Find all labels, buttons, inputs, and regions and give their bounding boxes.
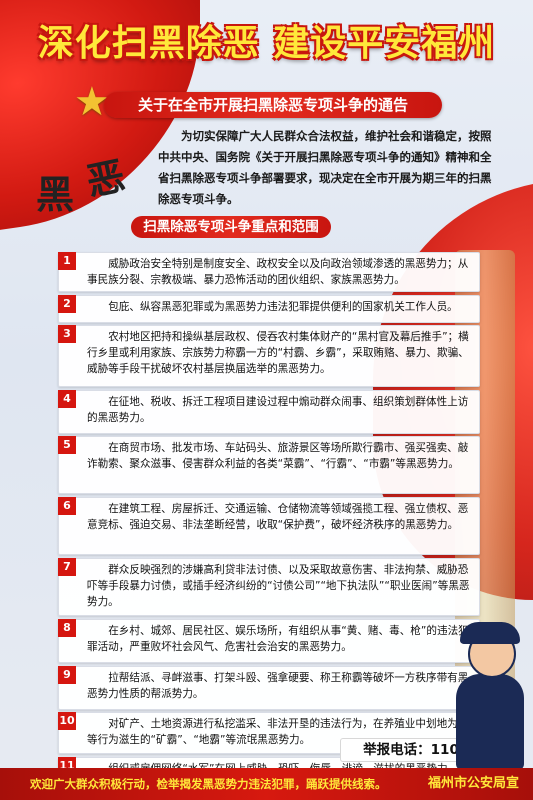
list-item: 8 在乡村、城郊、居民社区、娱乐场所，有组织从事“黄、赌、毒、枪”的违法犯罪活动… — [58, 619, 480, 663]
list-item: 2 包庇、纵容黑恶犯罪或为黑恶势力违法犯罪提供便利的国家机关工作人员。 — [58, 295, 480, 323]
item-text: 在乡村、城郊、居民社区、娱乐场所，有组织从事“黄、赌、毒、枪”的违法犯罪活动，严… — [87, 625, 469, 653]
item-number: 3 — [58, 325, 76, 343]
item-number: 9 — [58, 666, 76, 684]
item-text: 群众反映强烈的涉嫌高利贷非法讨债、以及采取故意伤害、非法拘禁、威胁恐吓等手段暴力… — [87, 564, 470, 608]
item-number: 10 — [58, 712, 76, 730]
footer-banner: 欢迎广大群众积极行动，检举揭发黑恶势力违法犯罪，踊跃提供线索。 福州市公安局宣 — [0, 768, 533, 800]
notice-title: 关于在全市开展扫黑除恶专项斗争的通告 — [104, 92, 442, 118]
item-number: 1 — [58, 252, 76, 270]
police-officer-illustration — [448, 622, 528, 770]
item-text: 在征地、税收、拆迁工程项目建设过程中煽动群众闹事、组织策划群体性上访的黑恶势力。 — [87, 396, 469, 424]
item-number: 5 — [58, 436, 76, 454]
figure-char-hei: 黑 — [36, 172, 75, 217]
intro-paragraph: 为切实保障广大人民群众合法权益，维护社会和谐稳定，按照中共中央、国务院《关于开展… — [158, 129, 492, 206]
police-body — [456, 674, 524, 770]
section-title: 扫黑除恶专项斗争重点和范围 — [131, 216, 331, 238]
list-item: 6 在建筑工程、房屋拆迁、交通运输、仓储物流等领域强揽工程、强立债权、恶意竞标、… — [58, 497, 480, 555]
star-icon: ★ — [74, 79, 110, 125]
police-arrest-illustration: 黑 恶 — [22, 122, 142, 240]
main-title: 深化扫黑除恶 建设平安福州 — [37, 23, 496, 64]
list-item: 9 拉帮结派、寻衅滋事、打架斗殴、强拿硬要、称王称霸等破坏一方秩序带有黑恶势力性… — [58, 666, 480, 710]
item-text: 威胁政治安全特别是制度安全、政权安全以及向政治领域渗透的黑恶势力；从事民族分裂、… — [87, 258, 469, 286]
item-number: 2 — [58, 295, 76, 313]
item-number: 7 — [58, 558, 76, 576]
footer-issuer: 福州市公安局宣 — [427, 776, 519, 791]
item-text: 对矿产、土地资源进行私挖滥采、非法开垦的违法行为，在养殖业中划地为界等行为滋生的… — [87, 718, 469, 746]
list-item: 1 威胁政治安全特别是制度安全、政权安全以及向政治领域渗透的黑恶势力；从事民族分… — [58, 252, 480, 292]
list-item: 5 在商贸市场、批发市场、车站码头、旅游景区等场所欺行霸市、强买强卖、敲诈勒索、… — [58, 436, 480, 494]
footer-slogan: 欢迎广大群众积极行动，检举揭发黑恶势力违法犯罪，踊跃提供线索。 — [30, 777, 387, 791]
item-text: 包庇、纵容黑恶犯罪或为黑恶势力违法犯罪提供便利的国家机关工作人员。 — [108, 301, 458, 313]
title-band: 深化扫黑除恶 建设平安福州 — [0, 0, 533, 80]
item-number: 8 — [58, 619, 76, 637]
item-text: 在建筑工程、房屋拆迁、交通运输、仓储物流等领域强揽工程、强立债权、恶意竞标、强迫… — [87, 503, 469, 531]
item-text: 农村地区把持和操纵基层政权、侵吞农村集体财产的“黑村官及幕后推手”；横行乡里或利… — [87, 331, 469, 375]
list-item: 3 农村地区把持和操纵基层政权、侵吞农村集体财产的“黑村官及幕后推手”；横行乡里… — [58, 325, 480, 387]
item-number: 4 — [58, 390, 76, 408]
item-number: 6 — [58, 497, 76, 515]
item-text: 拉帮结派、寻衅滋事、打架斗殴、强拿硬要、称王称霸等破坏一方秩序带有黑恶势力性质的… — [87, 672, 469, 700]
police-cap — [460, 622, 520, 644]
list-item: 7 群众反映强烈的涉嫌高利贷非法讨债、以及采取故意伤害、非法拘禁、威胁恐吓等手段… — [58, 558, 480, 616]
list-item: 4 在征地、税收、拆迁工程项目建设过程中煽动群众闹事、组织策划群体性上访的黑恶势… — [58, 390, 480, 434]
figure-char-e: 恶 — [82, 152, 129, 205]
item-text: 在商贸市场、批发市场、车站码头、旅游景区等场所欺行霸市、强买强卖、敲诈勒索、聚众… — [87, 442, 469, 470]
